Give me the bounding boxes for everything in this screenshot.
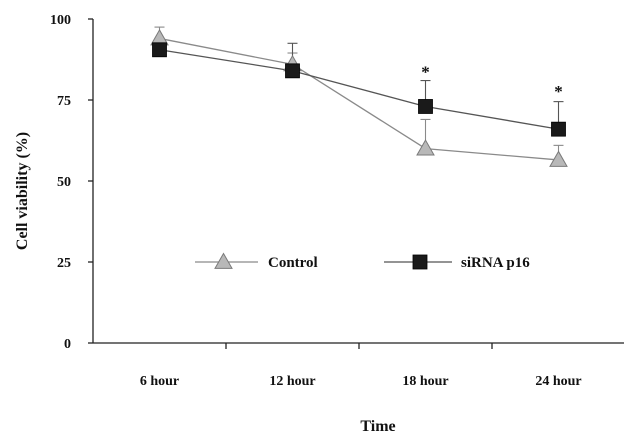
y-tick-label: 25: [57, 256, 71, 271]
y-tick-label: 50: [57, 175, 71, 190]
legend-triangle-marker: [214, 252, 233, 269]
x-tick-label: 12 hour: [269, 374, 315, 389]
x-axis-title: Time: [360, 418, 395, 434]
legend-label: siRNA p16: [461, 255, 530, 271]
x-tick-label: 24 hour: [535, 374, 581, 389]
y-tick-label: 0: [64, 337, 71, 352]
y-tick-label: 75: [57, 94, 71, 109]
square-point: [152, 42, 167, 58]
legend-label: Control: [268, 255, 318, 271]
legend-square-marker: [412, 254, 428, 270]
series-line: [159, 49, 559, 130]
legend-item-1: siRNA p16: [384, 254, 530, 271]
series-line: [159, 37, 559, 161]
square-point: [418, 99, 433, 114]
x-tick-label: 18 hour: [402, 374, 448, 389]
triangle-point: [549, 150, 568, 167]
y-axis-title: Cell viability (%): [14, 132, 31, 250]
series-0: [154, 26, 564, 161]
legend-item-0: Control: [195, 252, 318, 271]
significance-asterisk: *: [554, 82, 563, 101]
x-tick-label: 6 hour: [140, 374, 179, 389]
square-point: [285, 63, 300, 79]
significance-asterisk: *: [421, 63, 430, 82]
square-point: [551, 121, 566, 137]
series-1: [154, 37, 564, 130]
y-tick-label: 100: [50, 13, 71, 28]
triangle-point: [416, 139, 435, 156]
